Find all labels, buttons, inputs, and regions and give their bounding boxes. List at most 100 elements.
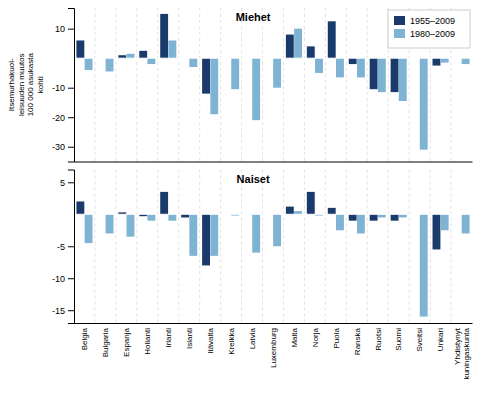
x-tick-label: Ranska	[353, 327, 362, 355]
x-tick: Itävalta	[206, 323, 215, 354]
y-tick: -5	[57, 242, 74, 252]
bar	[106, 58, 114, 71]
x-tick-label: Belgia	[80, 327, 89, 350]
bar	[85, 58, 93, 70]
separator	[136, 8, 137, 162]
bar	[286, 35, 294, 59]
panel: -15-10-55BelgiaBulgariaEspanjaHollantiIr…	[52, 170, 473, 380]
y-tick-label: -20	[52, 113, 65, 123]
y-axis: -15 -10 -5 5	[52, 170, 75, 324]
separator	[178, 8, 179, 162]
separator	[157, 170, 158, 324]
bar	[391, 58, 399, 92]
bar	[168, 214, 176, 220]
separator	[157, 8, 158, 162]
x-tick-label: Ruotsi	[374, 328, 383, 351]
x-tick: Luxemburg	[269, 323, 278, 368]
bar	[349, 214, 357, 220]
bar	[147, 58, 155, 64]
separator	[346, 170, 347, 324]
bar	[252, 58, 260, 120]
bar	[378, 58, 386, 92]
separator	[283, 170, 284, 324]
bar	[76, 40, 84, 58]
x-tick-label: Irlanti	[164, 328, 173, 348]
legend-swatch	[394, 16, 405, 25]
x-tick-label: Bulgaria	[101, 327, 110, 357]
title: Miehet	[236, 11, 271, 23]
bars	[74, 14, 472, 150]
x-tick-label: Suomi	[394, 328, 403, 351]
x-tick: Malta	[290, 323, 299, 348]
separator	[115, 170, 116, 324]
y-tick-label: -10	[52, 83, 65, 93]
y-tick-label: -30	[52, 142, 65, 152]
y-tick: -30	[52, 142, 74, 152]
zero-line	[74, 58, 472, 59]
x-tick-label: Norja	[311, 327, 320, 347]
bar	[391, 214, 399, 220]
bar	[127, 54, 135, 58]
separator	[388, 170, 389, 324]
legend-label: 1955–2009	[410, 16, 455, 26]
x-axis: BelgiaBulgariaEspanjaHollantiIrlantiIsla…	[75, 323, 473, 380]
bar	[315, 58, 323, 73]
x-tick: Unkari	[436, 323, 445, 351]
separator	[409, 170, 410, 324]
x-tick: Suomi	[394, 323, 403, 351]
y-tick: -10	[52, 83, 74, 93]
y-axis-title: Itsemurhakuol-leisuuden muutos100 000 as…	[7, 53, 45, 117]
x-tick: Espanja	[122, 323, 131, 357]
bar	[76, 201, 84, 214]
separator	[451, 170, 452, 324]
bar	[433, 214, 441, 249]
y-axis: -30 -20 -10 10	[52, 9, 75, 163]
x-tick-label: Espanja	[122, 327, 131, 356]
x-tick-label: Yhdistynytkuningaskunta	[453, 327, 471, 379]
bar	[399, 58, 407, 101]
bar	[189, 58, 197, 67]
y-tick: -10	[52, 274, 74, 284]
legend: 1955–20091980–2009	[388, 10, 470, 48]
x-tick: Sveitsi	[415, 323, 424, 352]
x-tick: Kreikka	[227, 323, 236, 355]
separator	[178, 170, 179, 324]
x-tick-label: Unkari	[436, 328, 445, 351]
bar	[85, 214, 93, 243]
y-tick-mark	[68, 117, 74, 118]
bar	[286, 207, 294, 215]
x-tick-label: Puola	[332, 327, 341, 348]
y-tick-label: 10	[55, 24, 65, 34]
x-tick: Belgia	[80, 323, 89, 350]
separator	[304, 170, 305, 324]
bar	[349, 58, 357, 64]
y-tick-label: 5	[60, 178, 65, 188]
y-tick-label: -15	[52, 306, 65, 316]
bar	[328, 21, 336, 58]
y-tick: -20	[52, 113, 74, 123]
bar	[370, 214, 378, 220]
bar	[210, 58, 218, 114]
bar	[357, 58, 365, 77]
x-tick: Latvia	[248, 323, 257, 349]
title: Naiset	[237, 173, 270, 185]
x-tick: Irlanti	[164, 323, 173, 348]
separator	[94, 8, 95, 162]
separator	[241, 8, 242, 162]
x-tick-label: Malta	[290, 327, 299, 347]
y-tick-mark	[68, 147, 74, 148]
bar	[273, 58, 281, 88]
x-tick: Puola	[332, 323, 341, 348]
x-axis-line	[75, 323, 473, 324]
bar	[462, 214, 470, 233]
y-axis-line	[68, 9, 75, 163]
bar	[106, 214, 114, 233]
x-tick: Islanti	[185, 323, 194, 349]
bar	[420, 214, 428, 316]
bar	[273, 214, 281, 246]
bars	[74, 192, 472, 317]
bar	[147, 214, 155, 220]
bar	[202, 58, 210, 93]
bar	[441, 58, 449, 62]
x-tick-label: Luxemburg	[269, 328, 278, 368]
